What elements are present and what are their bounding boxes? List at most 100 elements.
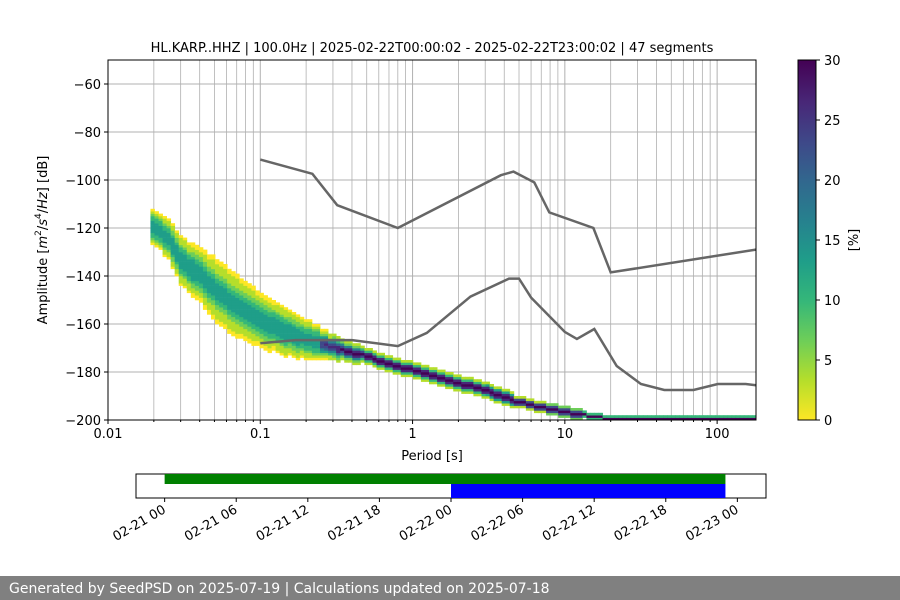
heatmap-cell — [279, 307, 285, 310]
heatmap-cell — [521, 403, 527, 406]
heatmap-cell — [215, 268, 220, 272]
heatmap-cell — [259, 324, 264, 327]
x-ticks: 0.01 0.1 1 10 100 — [94, 420, 730, 442]
heatmap-cell — [263, 343, 268, 346]
heatmap-cell — [336, 348, 341, 351]
heatmap-cell — [376, 352, 381, 356]
heatmap-cell — [170, 237, 176, 241]
heatmap-cell — [211, 283, 216, 286]
heatmap-cell — [231, 326, 236, 330]
heatmap-cell — [198, 297, 204, 301]
heatmap-cell — [420, 364, 426, 368]
heatmap-cell — [687, 417, 692, 420]
heatmap-cell — [255, 314, 260, 318]
heatmap-cell — [271, 314, 276, 318]
heatmap-cell — [251, 338, 256, 342]
heatmap-cell — [574, 415, 579, 418]
heatmap-cell — [247, 307, 252, 310]
heatmap-cell — [194, 261, 200, 265]
heatmap-cell — [485, 396, 490, 399]
colorbar-tick-label: 0 — [824, 414, 832, 429]
heatmap-cell — [711, 417, 717, 420]
heatmap-cell — [299, 345, 305, 349]
heatmap-cell — [517, 396, 523, 399]
heatmap-cell — [247, 328, 252, 332]
heatmap-cell — [509, 396, 515, 399]
heatmap-cell — [675, 417, 680, 420]
heatmap-cell — [299, 348, 305, 351]
heatmap-cell — [320, 336, 325, 339]
heatmap-cell — [263, 328, 268, 332]
heatmap-cell — [303, 350, 309, 354]
heatmap-cell — [215, 271, 220, 274]
heatmap-cell — [287, 328, 293, 332]
heatmap-cell — [219, 264, 224, 267]
heatmap-cell — [194, 288, 200, 291]
heatmap-cell — [247, 340, 252, 344]
heatmap-cell — [215, 283, 220, 286]
colorbar-ticks: 0 5 10 15 20 25 30 — [816, 54, 841, 429]
heatmap-cell — [198, 254, 204, 258]
heatmap-cell — [324, 333, 329, 337]
timeline-tick-label: 02-22 18 — [612, 502, 670, 544]
heatmap-cell — [206, 254, 212, 258]
heatmap-cell — [251, 304, 256, 308]
heatmap-cell — [219, 314, 224, 318]
heatmap-cell — [239, 333, 244, 337]
heatmap-cell — [162, 228, 167, 231]
heatmap-cell — [679, 417, 684, 420]
heatmap-cell — [352, 350, 357, 354]
heatmap-cell — [279, 345, 285, 349]
heatmap-cell — [380, 364, 385, 368]
heatmap-cell — [445, 374, 450, 378]
heatmap-cell — [186, 288, 192, 291]
heatmap-cell — [691, 417, 696, 420]
heatmap-cell — [457, 374, 462, 378]
heatmap-cell — [546, 403, 551, 406]
heatmap-cell — [303, 321, 309, 325]
heatmap-cell — [412, 376, 418, 380]
heatmap-cell — [570, 408, 575, 411]
heatmap-cell — [279, 326, 285, 330]
heatmap-cell — [307, 340, 313, 344]
heatmap-cell — [461, 386, 466, 390]
heatmap-cell — [299, 343, 305, 346]
heatmap-cell — [235, 273, 240, 277]
heatmap-cell — [332, 348, 337, 351]
heatmap-cell — [550, 408, 555, 411]
heatmap-cell — [667, 415, 672, 418]
heatmap-cell — [251, 307, 256, 310]
heatmap-cell — [243, 328, 248, 332]
heatmap-cell — [489, 398, 494, 402]
heatmap-cell — [457, 388, 462, 392]
heatmap-cell — [283, 326, 289, 330]
psd-heatmap — [150, 208, 756, 420]
footer-text: Generated by SeedPSD on 2025-07-19 | Cal… — [9, 581, 550, 597]
heatmap-cell — [215, 297, 220, 301]
heatmap-cell — [655, 415, 660, 418]
heatmap-cell — [538, 405, 543, 409]
heatmap-cell — [445, 376, 450, 380]
heatmap-cell — [303, 352, 309, 356]
heatmap-cell — [231, 307, 236, 310]
heatmap-cell — [424, 364, 430, 368]
heatmap-cell — [227, 309, 232, 313]
heatmap-cell — [287, 352, 293, 356]
heatmap-cell — [303, 319, 309, 322]
heatmap-cell — [396, 357, 402, 361]
heatmap-cell — [186, 252, 192, 255]
heatmap-cell — [223, 297, 228, 301]
heatmap-cell — [211, 312, 216, 315]
heatmap-cell — [194, 276, 200, 279]
heatmap-cell — [150, 216, 155, 219]
heatmap-cell — [457, 379, 462, 382]
heatmap-cell — [235, 276, 240, 279]
y-tick-label: −200 — [65, 414, 101, 429]
heatmap-cell — [315, 343, 321, 346]
x-axis-label: Period [s] — [401, 449, 463, 464]
heatmap-cell — [340, 355, 345, 358]
heatmap-cell — [247, 331, 252, 334]
heatmap-cell — [315, 348, 321, 351]
heatmap-cell — [178, 276, 184, 279]
heatmap-cell — [202, 280, 208, 284]
